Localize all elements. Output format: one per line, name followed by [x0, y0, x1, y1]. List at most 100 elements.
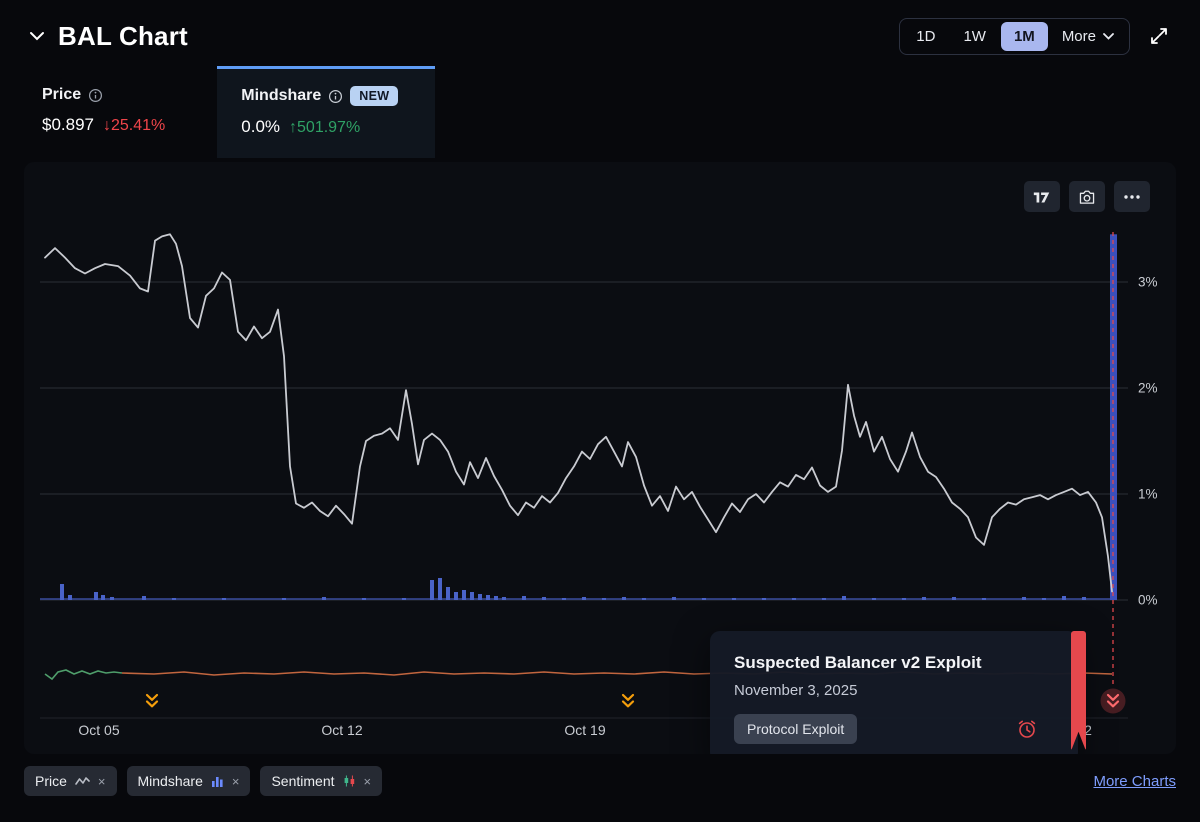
candlestick-icon	[344, 775, 354, 787]
mindshare-bar	[362, 598, 366, 600]
timeframe-group: 1D 1W 1M More	[899, 17, 1130, 55]
close-icon[interactable]: ×	[231, 773, 240, 789]
mindshare-bar	[486, 595, 490, 600]
mindshare-bar	[172, 598, 176, 600]
chart-options-button[interactable]	[1114, 181, 1150, 212]
legend-bar: Price × Mindshare × Sentiment × More Cha…	[24, 766, 1176, 796]
sentiment-line-green	[44, 669, 123, 681]
ellipsis-icon	[1124, 194, 1140, 199]
tradingview-logo-button[interactable]	[1024, 181, 1060, 212]
chip-sentiment-label: Sentiment	[271, 773, 335, 789]
price-tab-label: Price	[42, 86, 82, 103]
mindshare-bar	[1022, 597, 1026, 600]
chip-sentiment[interactable]: Sentiment ×	[260, 766, 383, 796]
x-axis-label: 2	[1084, 722, 1092, 738]
event-ribbon	[1071, 631, 1086, 751]
mindshare-bar	[922, 597, 926, 600]
screenshot-button[interactable]	[1069, 181, 1105, 212]
timeframe-controls: 1D 1W 1M More	[899, 17, 1176, 55]
mindshare-bar	[672, 597, 676, 600]
collapse-chevron-icon[interactable]	[24, 23, 50, 49]
price-value: $0.897	[42, 115, 94, 134]
y-axis-label: 3%	[1138, 275, 1158, 290]
mindshare-bar	[110, 597, 114, 600]
mindshare-bar	[1082, 597, 1086, 600]
mindshare-bar	[322, 597, 326, 600]
chart-panel: 3% 2% 1% 0% Oct 05 Oct 12 Oct 19 2 Suspected Ba…	[24, 162, 1176, 754]
mindshare-bar	[402, 598, 406, 600]
event-marker[interactable]	[1100, 688, 1126, 714]
fullscreen-button[interactable]	[1142, 19, 1176, 53]
chart-toolbar	[1024, 181, 1150, 212]
new-badge: NEW	[350, 86, 399, 106]
mindshare-bar	[582, 597, 586, 600]
mindshare-bar	[642, 598, 646, 600]
expand-icon	[1151, 28, 1167, 44]
price-line	[44, 233, 1113, 593]
mindshare-bar	[142, 596, 146, 600]
bar-chart-icon	[211, 776, 223, 787]
mindshare-bar	[60, 584, 64, 600]
close-icon[interactable]: ×	[363, 773, 372, 789]
timeframe-1m-button[interactable]: 1M	[1000, 21, 1048, 51]
mindshare-bar	[872, 598, 876, 600]
mindshare-bar	[792, 598, 796, 600]
x-axis-label: Oct 12	[321, 722, 362, 738]
mindshare-bar	[502, 597, 506, 600]
mindshare-bar	[562, 598, 566, 600]
timeframe-more-button[interactable]: More	[1050, 22, 1126, 51]
mindshare-change: ↑501.97%	[289, 119, 361, 136]
mindshare-bar	[902, 598, 906, 600]
event-date: November 3, 2025	[734, 682, 858, 699]
info-icon	[329, 89, 343, 103]
mindshare-value: 0.0%	[241, 117, 281, 136]
y-axis-label: 0%	[1138, 593, 1158, 608]
price-change: ↓25.41%	[103, 117, 166, 134]
chip-price[interactable]: Price ×	[24, 766, 117, 796]
mindshare-bar	[522, 596, 526, 600]
mindshare-bar	[732, 598, 736, 600]
info-icon	[89, 88, 103, 102]
chip-mindshare[interactable]: Mindshare ×	[126, 766, 251, 796]
metric-tabs: Price $0.897 ↓25.41% Mindshare NEW 0.0%	[24, 66, 1200, 158]
chevron-down-icon	[1103, 32, 1114, 40]
mindshare-bar	[1062, 596, 1066, 600]
chart-canvas[interactable]: 3% 2% 1% 0% Oct 05 Oct 12 Oct 19 2	[24, 162, 1176, 754]
mindshare-bar	[438, 578, 442, 600]
mindshare-bar	[494, 596, 498, 600]
x-axis-label: Oct 19	[564, 722, 605, 738]
timeframe-1d-button[interactable]: 1D	[903, 22, 948, 51]
active-tab-indicator	[217, 66, 436, 69]
mindshare-bar	[1042, 598, 1046, 600]
event-tag-badge: Protocol Exploit	[734, 714, 858, 744]
mindshare-bar	[68, 595, 72, 600]
mindshare-tab-label: Mindshare	[241, 87, 322, 104]
mindshare-bar	[454, 592, 458, 600]
mindshare-bar	[470, 592, 474, 600]
mindshare-bar	[842, 596, 846, 600]
event-title: Suspected Balancer v2 Exploit	[734, 653, 982, 672]
mindshare-bar	[222, 598, 226, 600]
mindshare-bar	[282, 598, 286, 600]
tradingview-logo-icon	[1033, 191, 1050, 202]
tab-mindshare[interactable]: Mindshare NEW 0.0% ↑501.97%	[217, 66, 436, 158]
x-axis-label: Oct 05	[78, 722, 119, 738]
timeframe-more-label: More	[1061, 27, 1096, 45]
timeframe-1w-button[interactable]: 1W	[950, 22, 999, 51]
close-icon[interactable]: ×	[97, 773, 106, 789]
signal-marker[interactable]	[621, 693, 635, 708]
alarm-clock-icon	[1016, 718, 1038, 740]
more-charts-link[interactable]: More Charts	[1093, 772, 1176, 790]
mindshare-bar	[446, 587, 450, 600]
mindshare-bar	[602, 598, 606, 600]
event-tooltip: Suspected Balancer v2 Exploit November 3…	[710, 631, 1086, 754]
signal-marker[interactable]	[145, 693, 159, 708]
mindshare-bar	[430, 580, 434, 600]
tab-price[interactable]: Price $0.897 ↓25.41%	[24, 66, 187, 158]
mindshare-baseline	[40, 598, 1113, 600]
mindshare-bar	[542, 597, 546, 600]
y-axis-label: 2%	[1138, 381, 1158, 396]
mindshare-bar	[94, 592, 98, 600]
mindshare-bar	[822, 598, 826, 600]
camera-icon	[1079, 190, 1095, 204]
